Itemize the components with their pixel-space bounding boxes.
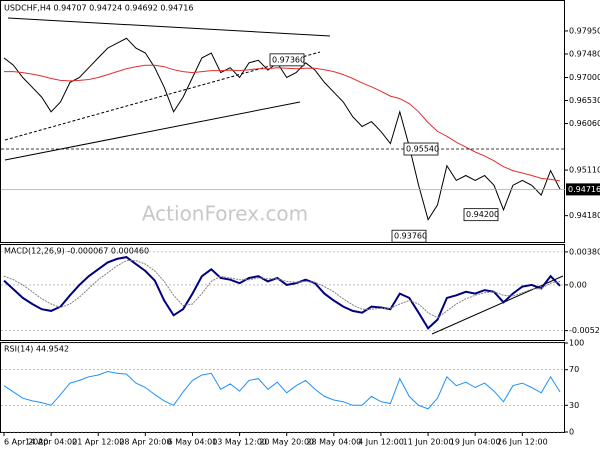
x-tick-label: 28 May 04:00 — [306, 438, 361, 447]
y-tick-label: -0.005272 — [569, 326, 600, 335]
y-tick-label: 0 — [569, 428, 574, 437]
series-line — [3, 370, 561, 410]
y-tick-label: 0.003808 — [569, 247, 600, 256]
x-tick-label: 6 Apr 2020 — [4, 438, 48, 447]
annotation-label: 0.95540 — [406, 145, 439, 154]
x-tick-label: 6 May 04:00 — [168, 438, 218, 447]
y-tick-label: 0.96060 — [569, 119, 600, 128]
watermark: ActionForex.com — [142, 202, 308, 226]
x-tick-label: 19 Jun 04:00 — [450, 438, 501, 447]
trend-line — [4, 51, 321, 141]
x-tick-label: 11 Jun 20:00 — [403, 438, 454, 447]
series-line — [4, 64, 561, 182]
rsi-title: RSI(14) 44.9542 — [4, 345, 69, 354]
series-line — [3, 260, 561, 319]
macd-panel — [0, 244, 565, 341]
macd-title: MACD(12,26,9) -0.000067 0.000460 — [4, 247, 149, 256]
x-tick-label: 4 Jun 12:00 — [358, 438, 404, 447]
last-price-label: 0.94716 — [568, 185, 600, 194]
last-price-box — [566, 183, 600, 196]
x-tick-label: 13 May 12:00 — [212, 438, 267, 447]
annotation-box — [463, 208, 499, 222]
y-tick-label: 30 — [569, 401, 579, 410]
chart-title: USDCHF,H4 0.94707 0.94724 0.94692 0.9471… — [4, 4, 193, 13]
annotation-box — [403, 142, 439, 156]
x-tick-label: 20 May 20:00 — [259, 438, 314, 447]
annotation-box — [391, 229, 427, 243]
x-tick-label: 26 Jun 12:00 — [497, 438, 548, 447]
y-tick-label: 0.97000 — [569, 73, 600, 82]
annotation-box — [269, 53, 305, 67]
y-tick-label: 0.00 — [569, 280, 587, 289]
y-tick-label: 0.94180 — [569, 211, 600, 220]
series-line — [3, 256, 561, 330]
y-tick-label: 100 — [569, 339, 584, 348]
trend-line — [4, 101, 301, 161]
y-tick-label: 0.97950 — [569, 26, 600, 35]
annotation-label: 0.93760 — [394, 232, 427, 241]
y-tick-label: 70 — [569, 365, 579, 374]
annotation-label: 0.94200 — [466, 210, 499, 219]
trend-line — [431, 275, 564, 335]
y-tick-label: 0.96530 — [569, 96, 600, 105]
price-panel — [0, 0, 565, 243]
annotation-label: 0.97360 — [272, 55, 305, 64]
rsi-panel — [0, 342, 565, 433]
y-tick-label: 0.95110 — [569, 166, 600, 175]
x-tick-label: 21 Apr 12:00 — [72, 438, 124, 447]
y-tick-label: 0.97480 — [569, 49, 600, 58]
series-line — [3, 37, 561, 221]
x-tick-label: 28 Apr 20:00 — [119, 438, 171, 447]
trend-line — [7, 17, 331, 37]
x-tick-label: 14 Apr 04:00 — [25, 438, 77, 447]
